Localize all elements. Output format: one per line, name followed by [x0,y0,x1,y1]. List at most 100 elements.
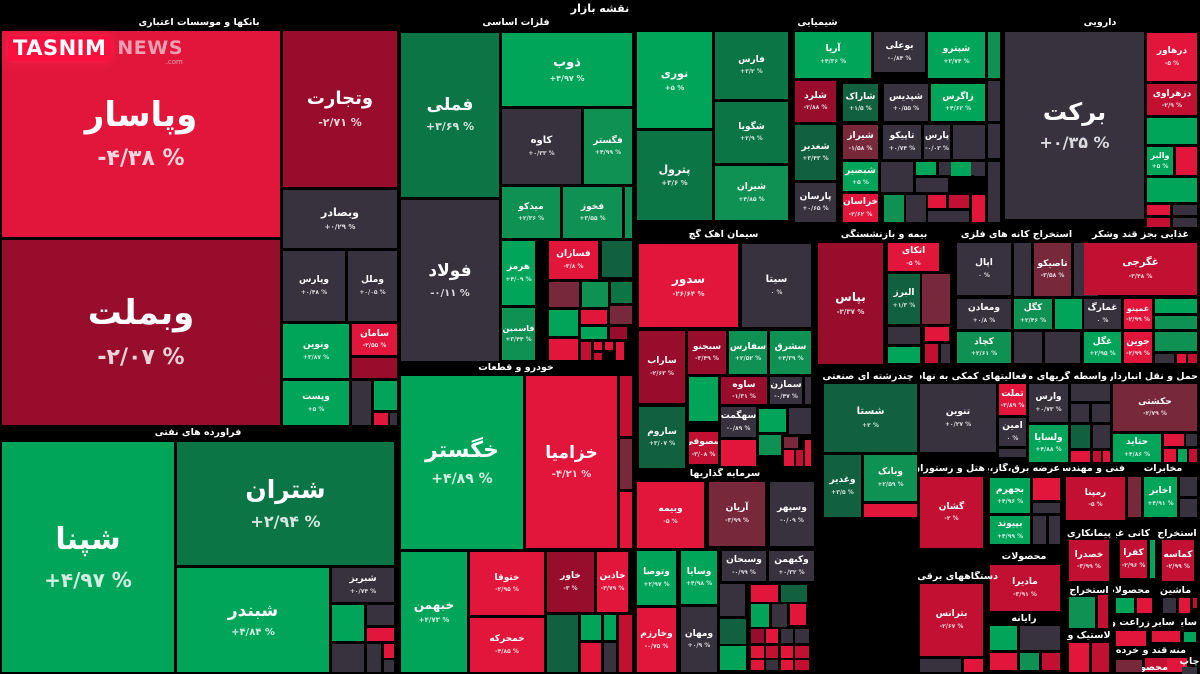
stock-tile[interactable] [964,659,983,672]
stock-tile-ومعادن[interactable]: ومعادن +۰/۸ % [957,299,1011,329]
stock-tile[interactable] [988,124,1000,158]
stock-tile[interactable] [1177,354,1186,363]
stock-tile-وارس[interactable]: وارس +۰/۷۳ % [1029,384,1068,422]
stock-tile-بپیوند[interactable]: بپیوند +۴/۹۹ % [990,516,1030,544]
stock-tile[interactable] [1069,597,1095,628]
stock-tile-والبر[interactable]: والبر +۵ % [1147,147,1173,175]
stock-tile-وپارس[interactable]: وپارس +۰/۴۸ % [283,251,345,321]
stock-tile[interactable] [974,162,985,176]
stock-tile[interactable] [390,413,397,425]
stock-tile-سهگمت[interactable]: سهگمت -۰/۸۹ % [721,407,756,437]
stock-tile[interactable] [581,643,601,672]
stock-tile[interactable] [772,604,787,627]
stock-tile-بجهرم[interactable]: بجهرم +۴/۹۶ % [990,478,1030,513]
stock-tile[interactable] [1173,205,1197,215]
stock-tile-خاور[interactable]: خاور -۳ % [547,552,594,612]
stock-tile-وبیمه[interactable]: وبیمه -۵ % [637,482,704,548]
stock-tile[interactable] [916,178,948,192]
stock-tile[interactable] [1137,598,1152,613]
stock-tile-بوعلی[interactable]: بوعلی -۰/۸۴ % [874,32,925,72]
stock-tile[interactable] [988,162,1000,222]
stock-tile-وپاسار[interactable]: وپاسار -۴/۳۸ % [2,31,280,237]
stock-tile[interactable] [720,584,745,616]
stock-tile-ساروم[interactable]: ساروم +۳/۰۷ % [639,407,685,468]
stock-tile-کماسه[interactable]: کماسه -۲/۹۹ % [1162,540,1194,581]
stock-tile-خاذین[interactable]: خاذین -۳/۷۹ % [597,552,628,612]
stock-tile[interactable] [1163,598,1176,613]
stock-tile-وسایا[interactable]: وسایا +۴/۹۸ % [681,551,717,604]
stock-tile[interactable] [374,413,388,425]
stock-tile[interactable] [1020,626,1060,650]
stock-tile[interactable] [953,125,985,159]
stock-tile-البرز[interactable]: البرز +۱/۳ % [888,274,920,324]
stock-tile[interactable] [990,626,1017,650]
stock-tile[interactable] [549,310,578,336]
stock-tile-امین[interactable]: امین ۰ % [999,418,1026,446]
stock-tile[interactable] [1164,434,1184,446]
stock-tile[interactable] [367,605,394,625]
stock-tile-سبجنو[interactable]: سبجنو -۳/۴۹ % [688,331,726,374]
stock-tile[interactable] [884,195,904,222]
stock-tile[interactable] [1092,643,1109,672]
stock-tile[interactable] [1093,425,1110,448]
stock-tile[interactable] [1155,354,1174,363]
stock-tile[interactable] [988,81,1000,121]
stock-tile-اخابر[interactable]: اخابر +۴/۹۱ % [1144,477,1177,517]
stock-tile-بترانس[interactable]: بترانس -۲/۶۷ % [920,584,983,656]
stock-tile-وکبهمن[interactable]: وکبهمن +۰/۳۲ % [769,551,814,581]
stock-tile[interactable] [581,615,601,640]
stock-tile[interactable] [906,195,926,222]
stock-tile[interactable] [1093,451,1101,462]
stock-tile[interactable] [1180,477,1197,496]
stock-tile[interactable] [795,646,809,658]
stock-tile-حتاید[interactable]: حتاید +۴/۸۶ % [1113,434,1161,462]
stock-tile[interactable] [549,339,578,360]
stock-tile[interactable] [781,646,793,658]
stock-tile[interactable] [1014,243,1031,296]
stock-tile-سفارس[interactable]: سفارس +۲/۵۲ % [729,331,767,374]
stock-tile[interactable] [928,211,969,222]
stock-tile[interactable] [1188,354,1197,363]
stock-tile[interactable] [1155,332,1197,351]
stock-tile[interactable] [720,646,746,670]
stock-tile-وپست[interactable]: وپست +۵ % [283,381,349,425]
stock-tile-وخارزم[interactable]: وخارزم -۰/۷۵ % [637,608,676,672]
stock-tile-فخوز[interactable]: فخوز +۳/۵۵ % [563,187,622,238]
stock-tile[interactable] [582,282,608,307]
stock-tile-پارسان[interactable]: پارسان +۰/۶۵ % [795,183,836,222]
stock-tile-سیتا[interactable]: سیتا ۰ % [742,244,811,327]
stock-tile[interactable] [759,409,786,432]
stock-tile[interactable] [1098,595,1108,628]
stock-tile-خگستر[interactable]: خگستر +۴/۸۹ % [401,376,523,549]
stock-tile[interactable] [1155,316,1197,329]
stock-tile-برکت[interactable]: برکت +۰/۳۵ % [1005,32,1144,219]
stock-tile[interactable] [999,449,1026,457]
stock-tile-ومهان[interactable]: ومهان +۰/۹ % [681,607,717,672]
stock-tile[interactable] [1049,516,1060,544]
stock-tile[interactable] [1186,434,1197,446]
stock-tile-پترول[interactable]: پترول +۳/۶ % [637,131,712,220]
stock-tile-کاوه[interactable]: کاوه +۰/۳۳ % [502,109,581,184]
stock-tile-وسپهر[interactable]: وسپهر -۰/۰۹ % [770,482,814,546]
stock-tile[interactable] [604,615,616,640]
stock-tile[interactable] [384,660,394,672]
stock-tile-شبندر[interactable]: شبندر +۴/۸۴ % [177,568,329,672]
stock-tile[interactable] [881,162,913,192]
stock-tile[interactable] [781,660,793,670]
stock-tile-میدکو[interactable]: میدکو +۲/۳۶ % [502,187,560,238]
stock-tile-وملل[interactable]: وملل +۰/۰۵ % [348,251,397,321]
stock-tile[interactable] [790,604,806,625]
stock-tile[interactable] [1020,653,1039,670]
stock-tile[interactable] [781,629,793,643]
stock-tile[interactable] [751,604,769,627]
stock-tile[interactable] [1184,632,1196,642]
stock-tile[interactable] [925,344,938,363]
stock-tile-آریا[interactable]: آریا +۴/۳۶ % [795,32,871,78]
stock-tile-غگرجی[interactable]: غگرجی -۳/۴۸ % [1084,243,1197,295]
stock-tile-کگل[interactable]: کگل +۲/۴۶ % [1014,299,1052,329]
stock-tile-جوین[interactable]: جوین -۲/۹۹ % [1124,332,1152,363]
stock-tile[interactable] [374,381,397,410]
stock-tile-شغدیر[interactable]: شغدیر +۳/۴۳ % [795,125,836,180]
stock-tile[interactable] [689,377,718,421]
stock-tile-وتجارت[interactable]: وتجارت -۲/۷۱ % [283,31,397,187]
